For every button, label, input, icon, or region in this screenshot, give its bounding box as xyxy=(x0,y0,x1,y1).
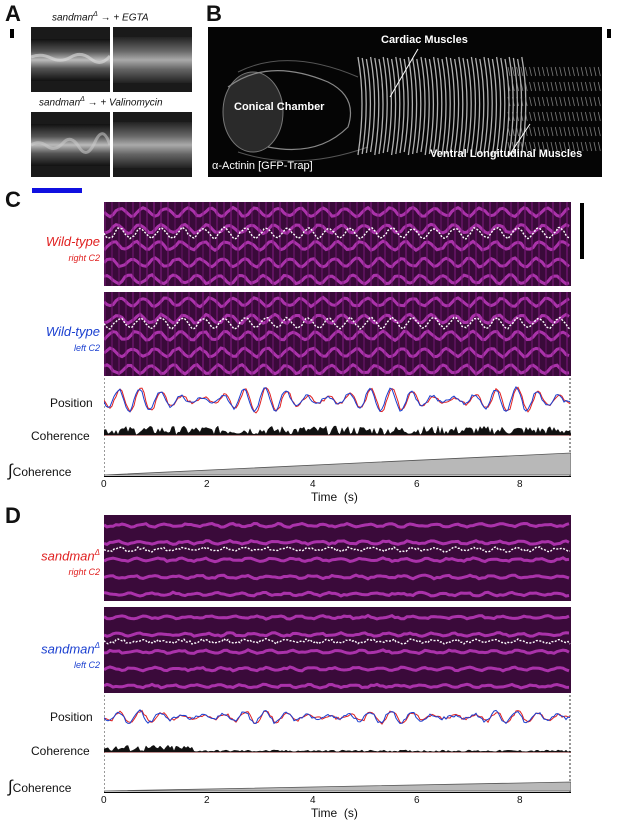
panel-a-top-caption: sandmanΔ → + EGTA xyxy=(52,11,149,23)
panel-c-mid-label: Wild-type left C2 xyxy=(30,324,100,353)
panel-b-letter: B xyxy=(206,1,222,26)
panel-c-position-label: Position xyxy=(50,396,93,410)
segment-label: right C2 xyxy=(68,567,100,578)
panel-d-x-axis xyxy=(104,792,571,793)
panel-a-letter: A xyxy=(5,1,21,26)
genotype-label: Wild-type xyxy=(45,324,100,339)
tick-4: 4 xyxy=(310,795,316,806)
panel-d-axis-title: Time (s) xyxy=(311,806,358,820)
panel-c-blue-scale-bar xyxy=(32,188,82,193)
caption-treatment: + Valinomycin xyxy=(100,97,163,109)
integral-text: Coherence xyxy=(12,781,72,795)
panel-a-bottom-caption: sandmanΔ → + Valinomycin xyxy=(39,96,163,108)
panel-c-x-axis xyxy=(104,476,571,477)
muscle-structure-drawing xyxy=(222,48,601,162)
caption-genotype: sandman xyxy=(52,12,94,24)
tick-6: 6 xyxy=(414,795,420,806)
caption-treatment: + EGTA xyxy=(113,12,149,24)
panel-a-egta-image-right xyxy=(113,27,192,92)
panel-d-kymograph-right xyxy=(104,515,571,601)
tick-4: 4 xyxy=(310,479,316,490)
panel-c-axis-title: Time (s) xyxy=(311,490,358,504)
panel-b-microscopy-image: Cardiac Muscles Conical Chamber Ventral … xyxy=(208,27,602,177)
panel-c-traces xyxy=(104,378,571,476)
genotype-label: sandmanΔ xyxy=(30,548,100,563)
genotype-sup: Δ xyxy=(94,641,100,650)
panel-d-top-label: sandmanΔ right C2 xyxy=(30,548,100,577)
caption-sup: Δ xyxy=(93,11,98,18)
tick-8: 8 xyxy=(517,795,523,806)
panel-d-axis-ticks: 0 2 4 6 8 xyxy=(101,792,571,822)
panel-c-letter: C xyxy=(5,187,21,212)
integral-symbol: ∫ xyxy=(8,777,13,796)
tick-6: 6 xyxy=(414,479,420,490)
label-conical-chamber: Conical Chamber xyxy=(234,101,325,113)
genotype-label: sandmanΔ xyxy=(30,641,100,656)
integral-text: Coherence xyxy=(12,465,72,479)
integral-symbol: ∫ xyxy=(8,461,13,480)
caption-sup: Δ xyxy=(80,96,85,103)
caption-arrow: → xyxy=(100,12,111,24)
segment-label: left C2 xyxy=(73,343,100,353)
caption-arrow: → xyxy=(87,97,98,109)
panel-d-traces xyxy=(104,695,571,792)
segment-label: right C2 xyxy=(68,253,100,263)
label-cardiac-muscles: Cardiac Muscles xyxy=(381,34,468,46)
panel-d-integral-coherence-label: ∫Coherence xyxy=(8,777,71,797)
panel-d-kymograph-left xyxy=(104,607,571,693)
genotype-name: sandman xyxy=(41,641,95,657)
label-ventral-longitudinal-muscles: Ventral Longitudinal Muscles xyxy=(430,148,583,160)
panel-d-mid-label: sandmanΔ left C2 xyxy=(30,641,100,670)
panel-c-coherence-label: Coherence xyxy=(31,429,90,443)
tick-0: 0 xyxy=(101,479,107,490)
panel-a-valinomycin-image-left xyxy=(31,112,110,177)
genotype-sup: Δ xyxy=(94,548,100,557)
genotype-label: Wild-type xyxy=(45,234,100,249)
tick-2: 2 xyxy=(204,795,210,806)
tick-0: 0 xyxy=(101,795,107,806)
panel-c-kymograph-right xyxy=(104,202,571,286)
panel-c-axis-ticks: 0 2 4 6 8 xyxy=(101,476,571,506)
panel-c-kymograph-left xyxy=(104,292,571,376)
panel-a-valinomycin-image-right xyxy=(113,112,192,177)
segment-label: left C2 xyxy=(73,660,100,671)
tick-2: 2 xyxy=(204,479,210,490)
genotype-name: sandman xyxy=(41,548,95,564)
tick-8: 8 xyxy=(517,479,523,490)
panel-d-position-label: Position xyxy=(50,710,93,724)
panel-a-scale-mark xyxy=(10,29,14,38)
panel-c-top-label: Wild-type right C2 xyxy=(30,234,100,263)
panel-c-integral-coherence-label: ∫Coherence xyxy=(8,461,71,481)
panel-d-coherence-label: Coherence xyxy=(31,744,90,758)
panel-b-scale-mark xyxy=(607,29,611,38)
label-stain: α-Actinin [GFP-Trap] xyxy=(212,160,313,172)
panel-c-vertical-scale-bar xyxy=(580,203,584,259)
caption-genotype: sandman xyxy=(39,97,81,109)
panel-d-letter: D xyxy=(5,503,21,528)
panel-a-egta-image-left xyxy=(31,27,110,92)
